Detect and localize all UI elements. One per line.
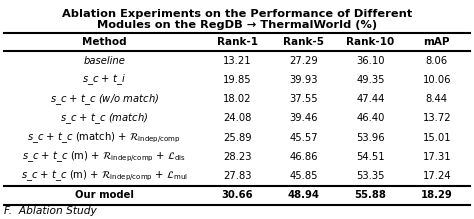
Text: $s$_$c$ + $t$_$c$ (m) + $\mathcal{R}_{\mathrm{indep/comp}}$ + $\mathcal{L}_{\mat: $s$_$c$ + $t$_$c$ (m) + $\mathcal{R}_{\m…: [21, 169, 188, 184]
Text: 46.40: 46.40: [356, 113, 384, 123]
Text: 27.83: 27.83: [223, 171, 252, 181]
Text: $s$_$c$ + $t$_$c$ (w/o match): $s$_$c$ + $t$_$c$ (w/o match): [50, 92, 159, 106]
Text: $s$_$c$ + $t$_$c$ (m) + $\mathcal{R}_{\mathrm{indep/comp}}$ + $\mathcal{L}_{\mat: $s$_$c$ + $t$_$c$ (m) + $\mathcal{R}_{\m…: [22, 150, 186, 164]
Text: 10.06: 10.06: [422, 75, 451, 85]
Text: 18.29: 18.29: [421, 190, 453, 200]
Text: Rank-1: Rank-1: [217, 37, 258, 47]
Text: 18.02: 18.02: [223, 94, 252, 104]
Text: $s$_$c$ + $t$_$c$ (match) + $\mathcal{R}_{\mathrm{indep/comp}}$: $s$_$c$ + $t$_$c$ (match) + $\mathcal{R}…: [27, 130, 181, 145]
Text: 46.86: 46.86: [290, 152, 318, 162]
Text: 49.35: 49.35: [356, 75, 384, 85]
Text: 13.21: 13.21: [223, 56, 252, 66]
Text: 25.89: 25.89: [223, 133, 252, 143]
Text: 19.85: 19.85: [223, 75, 252, 85]
Text: Our model: Our model: [75, 190, 134, 200]
Text: Method: Method: [82, 37, 127, 47]
Text: 13.72: 13.72: [422, 113, 451, 123]
Text: 17.31: 17.31: [422, 152, 451, 162]
Text: 24.08: 24.08: [223, 113, 252, 123]
Text: 17.24: 17.24: [422, 171, 451, 181]
Text: Ablation Experiments on the Performance of Different: Ablation Experiments on the Performance …: [62, 9, 412, 19]
Text: 28.23: 28.23: [223, 152, 252, 162]
Text: 30.66: 30.66: [222, 190, 254, 200]
Text: Rank-5: Rank-5: [283, 37, 325, 47]
Text: 54.51: 54.51: [356, 152, 385, 162]
Text: $s$_$c$ + $t$_$i$: $s$_$c$ + $t$_$i$: [82, 72, 126, 87]
Text: 37.55: 37.55: [290, 94, 319, 104]
Text: 8.44: 8.44: [426, 94, 448, 104]
Text: 53.35: 53.35: [356, 171, 384, 181]
Text: 45.85: 45.85: [290, 171, 318, 181]
Text: mAP: mAP: [424, 37, 450, 47]
Text: 8.06: 8.06: [426, 56, 448, 66]
Text: Rank-10: Rank-10: [346, 37, 394, 47]
Text: 39.46: 39.46: [290, 113, 318, 123]
Text: 39.93: 39.93: [290, 75, 318, 85]
Text: 55.88: 55.88: [355, 190, 386, 200]
Text: $s$_$c$ + $t$_$c$ (match): $s$_$c$ + $t$_$c$ (match): [60, 111, 148, 126]
Text: 27.29: 27.29: [290, 56, 319, 66]
Text: 45.57: 45.57: [290, 133, 319, 143]
Text: baseline: baseline: [83, 56, 125, 66]
Text: 47.44: 47.44: [356, 94, 384, 104]
Text: Modules on the RegDB → ThermalWorld (%): Modules on the RegDB → ThermalWorld (%): [97, 20, 377, 30]
Text: 48.94: 48.94: [288, 190, 320, 200]
Text: F.  Ablation Study: F. Ablation Study: [4, 206, 97, 216]
Text: 53.96: 53.96: [356, 133, 385, 143]
Text: 15.01: 15.01: [422, 133, 451, 143]
Text: 36.10: 36.10: [356, 56, 384, 66]
